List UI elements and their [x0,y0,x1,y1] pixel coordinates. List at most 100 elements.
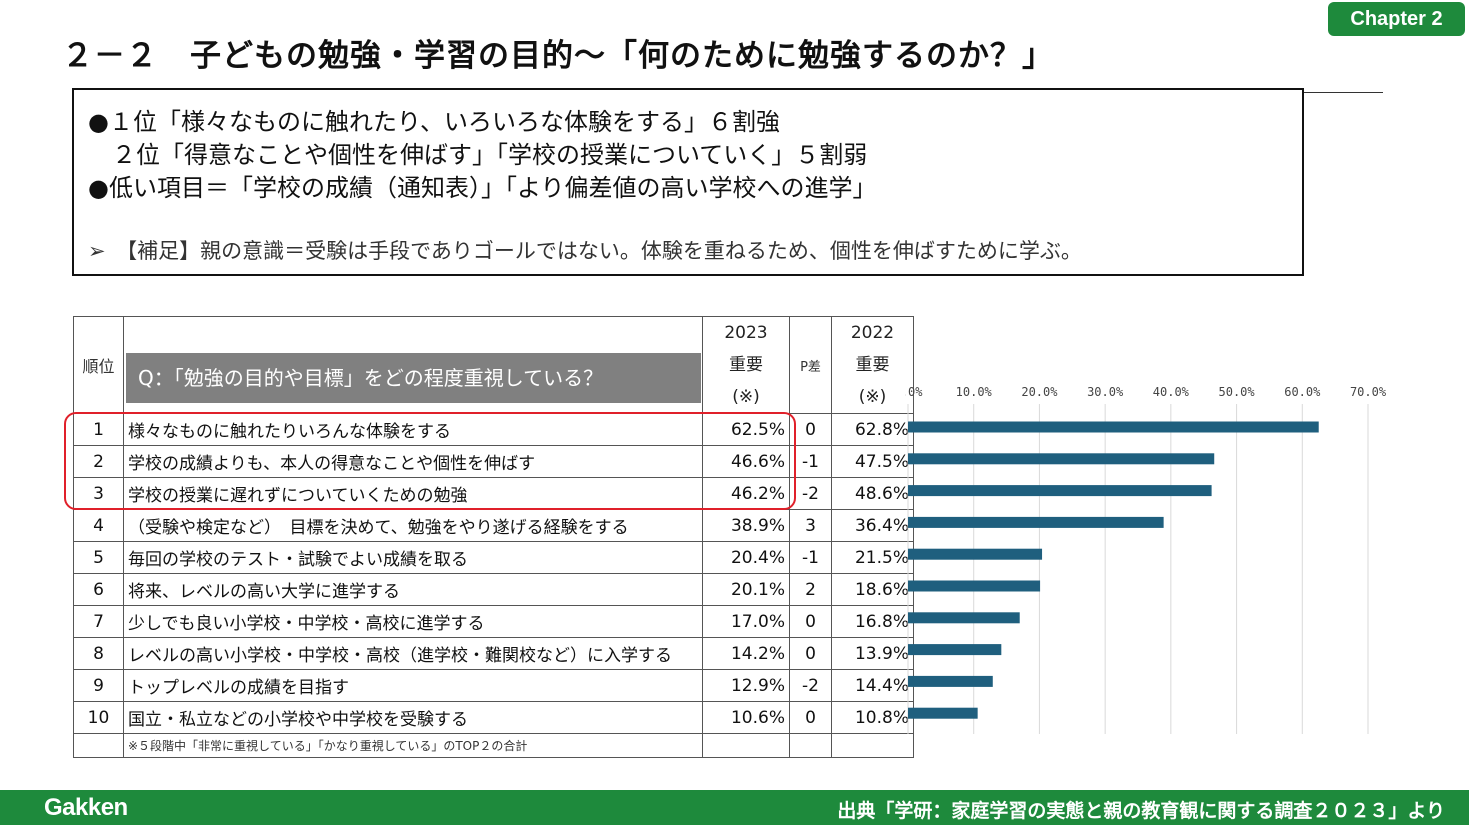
bar [908,421,1319,433]
value-2023-cell: 14.2% [702,637,790,670]
footnote-rank-cell [73,733,124,758]
x-tick-label: 0.0% [905,385,923,399]
value-2022-cell: 10.8% [831,701,914,734]
bar [908,548,1043,560]
summary-line-2: ２位「得意なことや個性を伸ばす」「学校の授業についていく」５割弱 [88,141,868,169]
diff-cell: -2 [789,669,832,702]
item-cell: 学校の授業に遅れずについていくための勉強 [123,477,703,510]
title-divider [1300,92,1383,93]
item-cell: 学校の成績よりも、本人の得意なことや個性を伸ばす [123,445,703,478]
diff-cell: -2 [789,477,832,510]
summary-line-1: ●１位「様々なものに触れたり、いろいろな体験をする」６割強 [88,108,780,136]
value-2022-cell: 18.6% [831,573,914,606]
table-row: 8 レベルの高い小学校・中学校・高校（進学校・難関校など）に入学する 14.2% 0 1… [73,637,914,670]
bar [908,453,1215,465]
header-2023-importance: 重要 [729,355,763,375]
value-2022-cell: 21.5% [831,541,914,574]
x-tick-label: 40.0% [1153,385,1190,399]
item-cell: 毎回の学校のテスト・試験でよい成績を取る [123,541,703,574]
header-2022-importance: 重要 [855,355,890,375]
diff-cell: 0 [789,637,832,670]
value-2023-cell: 10.6% [702,701,790,734]
x-tick-label: 30.0% [1087,385,1124,399]
x-tick-label: 70.0% [1350,385,1387,399]
item-cell: （受験や検定など） 目標を決めて、勉強をやり遂げる経験をする [123,509,703,542]
page-title: ２－２ 子どもの勉強・学習の目的～「何のために勉強するのか？」 [62,38,1054,74]
value-2023-cell: 17.0% [702,605,790,638]
footnote-v23-cell [702,733,790,758]
bar [908,675,993,687]
rank-cell: 5 [73,541,124,574]
bar [908,580,1041,592]
x-tick-label: 60.0% [1284,385,1321,399]
source-citation: 出典「学研：家庭学習の実態と親の教育観に関する調査２０２３」より [837,800,1445,822]
question-label: Q：「勉強の目的や目標」をどの程度重視している？ [126,353,701,403]
table-header-row: 順位 Q：「勉強の目的や目標」をどの程度重視している？ 2023 重要 (※) … [73,316,914,414]
value-2023-cell: 38.9% [702,509,790,542]
rank-cell: 9 [73,669,124,702]
value-2023-cell: 12.9% [702,669,790,702]
table-row: 1 様々なものに触れたりいろんな体験をする 62.5% 0 62.8% [73,413,914,446]
rank-cell: 10 [73,701,124,734]
x-tick-label: 10.0% [956,385,993,399]
header-2022-year: 2022 [850,323,895,343]
header-2022-mark: (※) [858,387,887,407]
table-row: 6 将来、レベルの高い大学に進学する 20.1% 2 18.6% [73,573,914,606]
summary-box: ●１位「様々なものに触れたり、いろいろな体験をする」６割強 ２位「得意なことや個… [72,88,1304,276]
table-row: 10 国立・私立などの小学校や中学校を受験する 10.6% 0 10.8% [73,701,914,734]
footer-bar: Gakken 出典「学研：家庭学習の実態と親の教育観に関する調査２０２３」より [0,790,1469,825]
header-2023: 2023 重要 (※) [702,316,790,414]
footnote-diff-cell [789,733,832,758]
header-2023-year: 2023 [724,323,768,343]
value-2023-cell: 20.4% [702,541,790,574]
chart-tick-labels: 0.0% 10.0% 20.0% 30.0% 40.0% 50.0% 60.0% 70.0% [905,385,1387,399]
brand-logo: Gakken [44,794,128,821]
header-2022: 2022 重要 (※) [831,316,914,414]
table-row: 5 毎回の学校のテスト・試験でよい成績を取る 20.4% -1 21.5% [73,541,914,574]
table-row: 7 少しでも良い小学校・中学校・高校に進学する 17.0% 0 16.8% [73,605,914,638]
value-2023-cell: 46.2% [702,477,790,510]
x-tick-label: 20.0% [1021,385,1058,399]
footnote-v22-cell [831,733,914,758]
bar [908,644,1002,656]
table-body: 1 様々なものに触れたりいろんな体験をする 62.5% 0 62.8% 2 学校の成績よりも… [73,413,914,734]
rank-cell: 2 [73,445,124,478]
item-cell: 少しでも良い小学校・中学校・高校に進学する [123,605,703,638]
top3-highlight [64,412,796,510]
bar-chart: 0.0% 10.0% 20.0% 30.0% 40.0% 50.0% 60.0% 70.0% [905,385,1387,734]
diff-cell: 2 [789,573,832,606]
rank-cell: 6 [73,573,124,606]
table-row: 3 学校の授業に遅れずについていくための勉強 46.2% -2 48.6% [73,477,914,510]
bar [908,516,1164,528]
x-tick-label: 50.0% [1219,385,1256,399]
bar [908,485,1212,497]
rank-cell: 1 [73,413,124,446]
rank-cell: 4 [73,509,124,542]
table-row: 4 （受験や検定など） 目標を決めて、勉強をやり遂げる経験をする 38.9% 3 36.… [73,509,914,542]
diff-cell: -1 [789,541,832,574]
diff-cell: 0 [789,605,832,638]
value-2023-cell: 20.1% [702,573,790,606]
header-question: Q：「勉強の目的や目標」をどの程度重視している？ [123,316,703,414]
value-2022-cell: 62.8% [831,413,914,446]
chapter-badge: Chapter 2 [1328,2,1465,36]
item-cell: 将来、レベルの高い大学に進学する [123,573,703,606]
table-row: 9 トップレベルの成績を目指す 12.9% -2 14.4% [73,669,914,702]
item-cell: 国立・私立などの小学校や中学校を受験する [123,701,703,734]
rank-cell: 3 [73,477,124,510]
survey-table: 順位 Q：「勉強の目的や目標」をどの程度重視している？ 2023 重要 (※) … [73,316,914,758]
value-2022-cell: 48.6% [831,477,914,510]
header-diff: P差 [789,316,832,414]
rank-cell: 8 [73,637,124,670]
value-2022-cell: 36.4% [831,509,914,542]
value-2022-cell: 16.8% [831,605,914,638]
item-cell: レベルの高い小学校・中学校・高校（進学校・難関校など）に入学する [123,637,703,670]
footnote-row: ※５段階中「非常に重視している」「かなり重視している」のTOP２の合計 [73,733,914,758]
header-rank: 順位 [73,316,124,414]
summary-line-3: ●低い項目＝「学校の成績（通知表）」「より偏差値の高い学校への進学」 [88,174,877,202]
rank-cell: 7 [73,605,124,638]
chart-bars [908,421,1319,719]
header-2023-mark: (※) [732,387,760,407]
table-footnote: ※５段階中「非常に重視している」「かなり重視している」のTOP２の合計 [123,733,703,758]
diff-cell: 3 [789,509,832,542]
